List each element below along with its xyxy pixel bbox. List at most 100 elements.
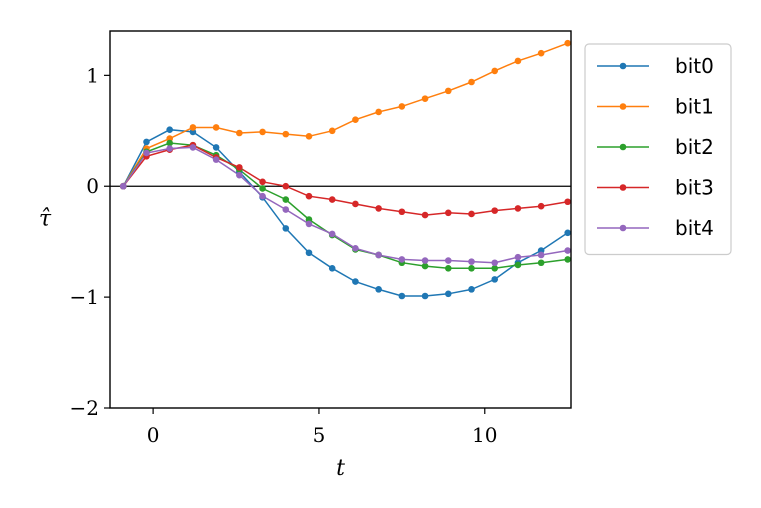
data-point-bit4	[564, 247, 571, 254]
x-tick-label: 10	[472, 423, 497, 447]
legend-marker-bit2	[619, 143, 627, 151]
data-point-bit0	[468, 286, 475, 293]
data-point-bit0	[328, 264, 336, 272]
data-point-bit1	[282, 130, 290, 138]
data-point-bit4	[468, 258, 475, 265]
data-point-bit4	[305, 220, 313, 228]
data-point-bit2	[468, 264, 475, 272]
y-axis-label: τ̂	[39, 207, 52, 232]
data-point-bit1	[444, 87, 452, 95]
plot-area	[110, 39, 571, 300]
data-point-bit3	[305, 192, 313, 200]
data-point-bit3	[564, 198, 571, 206]
data-point-bit4	[352, 245, 359, 252]
series-line-bit3	[122, 144, 568, 216]
data-point-bit0	[564, 229, 571, 237]
data-point-bit4	[398, 256, 406, 263]
data-point-bit0	[444, 290, 452, 298]
data-point-bit4	[375, 251, 382, 259]
data-point-bit2	[514, 261, 522, 269]
x-tick-label: 0	[147, 423, 160, 447]
data-point-bit0	[282, 225, 290, 232]
data-point-bit4	[143, 149, 150, 157]
data-point-bit4	[514, 253, 522, 261]
data-point-bit0	[305, 249, 313, 257]
data-point-bit2	[421, 262, 429, 270]
y-tick-label: −2	[70, 396, 99, 420]
legend-label-bit3: bit3	[675, 176, 714, 200]
data-point-bit3	[352, 200, 359, 208]
data-point-bit3	[328, 196, 336, 203]
data-point-bit0	[421, 292, 429, 300]
legend-label-bit4: bit4	[675, 216, 714, 240]
data-point-bit4	[212, 156, 220, 163]
data-point-bit2	[259, 185, 266, 192]
data-point-bit3	[398, 208, 406, 216]
legend-marker-bit3	[619, 184, 627, 191]
data-point-bit1	[491, 67, 499, 75]
legend: bit0 bit1 bit2 bit3 bit4	[584, 43, 732, 256]
y-tick-label: 0	[86, 174, 99, 198]
data-point-bit4	[328, 230, 336, 238]
data-point-bit0	[398, 292, 406, 300]
data-point-bit1	[398, 103, 406, 110]
data-point-bit1	[421, 95, 429, 102]
data-point-bit0	[143, 138, 150, 146]
data-point-bit2	[491, 264, 499, 272]
data-point-bit3	[282, 182, 290, 190]
data-point-bit2	[444, 264, 452, 272]
data-point-bit2	[166, 139, 173, 147]
y-tick-label: 1	[86, 63, 99, 87]
data-point-bit1	[212, 124, 220, 131]
legend-label-bit0: bit0	[675, 54, 714, 78]
series-line-bit4	[122, 146, 568, 264]
legend-marker-bit0	[619, 62, 627, 70]
data-point-bit3	[236, 164, 243, 171]
data-point-bit1	[514, 57, 522, 65]
data-point-bit1	[468, 78, 475, 86]
data-point-bit0	[212, 144, 220, 151]
plot-frame	[109, 30, 572, 409]
legend-label-bit1: bit1	[675, 95, 714, 119]
data-point-bit3	[444, 209, 452, 217]
data-point-bit1	[352, 116, 359, 124]
data-point-bit2	[537, 259, 545, 267]
data-point-bit1	[328, 127, 336, 135]
data-point-bit4	[537, 251, 545, 259]
y-tick-label: −1	[70, 285, 99, 309]
data-point-bit4	[236, 171, 243, 179]
data-point-bit3	[375, 205, 382, 212]
legend-box	[584, 43, 732, 256]
data-point-bit4	[491, 259, 499, 267]
data-point-bit1	[375, 108, 382, 116]
data-point-bit3	[421, 211, 429, 219]
data-point-bit1	[305, 133, 313, 140]
data-point-bit2	[282, 196, 290, 203]
legend-label-bit2: bit2	[675, 135, 714, 159]
series-line-bit1	[122, 42, 568, 187]
data-point-bit1	[537, 49, 545, 57]
data-point-bit3	[468, 210, 475, 218]
data-point-bit0	[166, 126, 173, 133]
data-point-bit4	[259, 192, 266, 200]
data-point-bit3	[514, 205, 522, 212]
data-point-bit3	[491, 207, 499, 214]
data-point-bit1	[259, 128, 266, 136]
data-point-bit4	[444, 257, 452, 264]
series-line-bit2	[122, 142, 568, 270]
data-point-bit1	[564, 39, 571, 47]
x-axis-label: t	[336, 456, 345, 481]
data-point-bit4	[421, 257, 429, 264]
legend-marker-bit4	[619, 224, 627, 232]
data-point-bit1	[236, 129, 243, 137]
series-line-bit0	[122, 128, 569, 297]
data-point-bit1	[189, 124, 197, 131]
data-point-bit4	[282, 206, 290, 213]
data-point-bit4	[189, 144, 197, 151]
data-point-bit2	[564, 256, 571, 263]
data-point-bit0	[491, 276, 499, 283]
data-point-bit0	[352, 278, 359, 285]
x-tick-label: 5	[313, 423, 326, 447]
